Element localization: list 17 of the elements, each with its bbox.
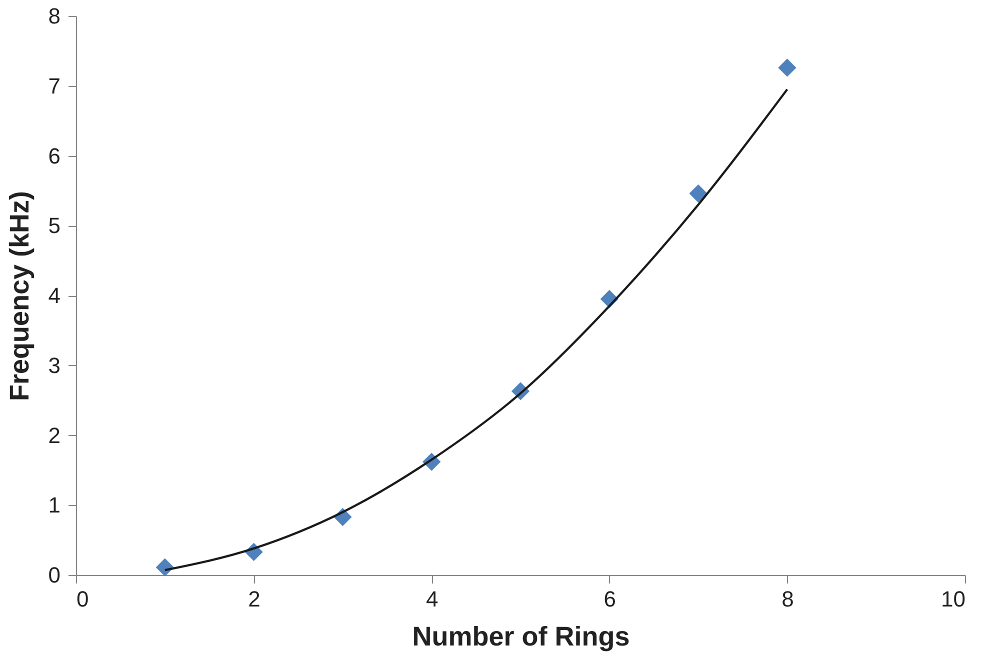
- y-tick-label: 2: [48, 422, 60, 448]
- y-axis-title: Frequency (kHz): [4, 190, 34, 402]
- y-tick-label: 0: [48, 562, 60, 588]
- y-tick-label: 8: [48, 4, 60, 28]
- y-tick-label: 4: [48, 283, 60, 308]
- y-tick-label: 1: [48, 492, 60, 518]
- x-tick-label: 2: [248, 586, 260, 612]
- y-tick-label: 5: [48, 213, 60, 238]
- x-tick-label: 6: [604, 586, 616, 612]
- y-tick-label: 7: [48, 73, 60, 98]
- y-tick-label: 6: [48, 143, 60, 168]
- x-tick-label: 0: [76, 586, 89, 612]
- x-tick-label: 10: [941, 586, 966, 612]
- x-tick-label: 8: [782, 586, 794, 612]
- y-tick-label: 3: [48, 352, 60, 378]
- x-axis-title: Number of Rings: [412, 622, 630, 652]
- x-tick-label: 4: [426, 586, 438, 612]
